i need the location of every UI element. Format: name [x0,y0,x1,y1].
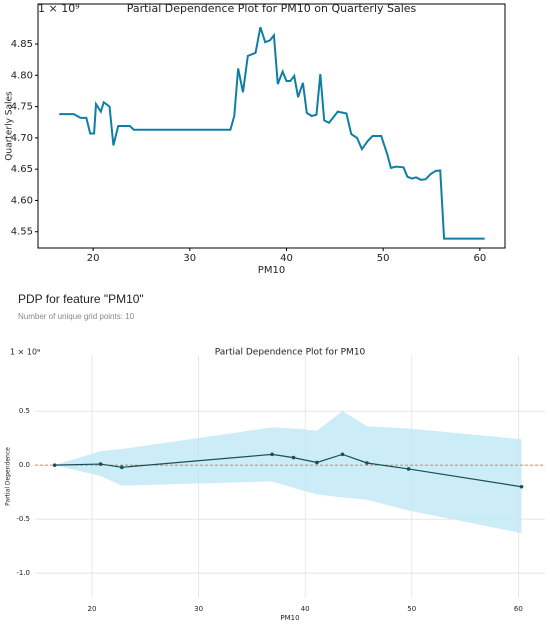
y-tick-label: 4.85 [11,39,33,50]
axis-offset: 1 × 10⁹ [10,348,40,357]
x-tick-label: 50 [377,253,390,264]
data-point [315,460,319,465]
plot-frame [37,3,506,249]
chart-title: Partial Dependence Plot for PM10 [215,348,366,358]
x-tick-label: 20 [87,253,100,264]
x-axis-label: PM10 [258,265,285,276]
axis-offset: 1 × 10⁹ [38,2,80,15]
x-tick-label: 30 [194,605,203,613]
x-tick-label: 50 [407,605,416,613]
x-tick-label: 60 [473,253,486,264]
x-tick-label: 30 [183,253,196,264]
x-tick-label: 40 [280,253,293,264]
x-axis-label: PM10 [280,614,299,622]
y-tick-label: 4.70 [11,133,33,144]
y-tick-label: -1.0 [16,569,30,577]
chart-title: Partial Dependence Plot for PM10 on Quar… [127,2,417,15]
y-tick-label: 0.5 [19,407,30,415]
x-tick-label: 60 [514,605,523,613]
y-tick-label: 4.55 [11,227,33,238]
y-tick-label: 0.0 [19,461,30,469]
pdp-header: PDP for feature "PM10" [18,292,144,306]
y-axis-label: Quarterly Sales [5,91,15,161]
data-point [340,452,345,457]
data-point [406,467,411,471]
y-tick-label: 4.60 [11,195,33,206]
data-point [52,463,57,467]
data-point [120,465,124,470]
x-tick-label: 40 [301,605,310,613]
y-tick-label: 4.65 [11,164,33,175]
confidence-band [54,411,522,534]
y-tick-label: 4.80 [11,70,33,81]
y-tick-label: 4.75 [11,102,33,113]
y-axis-label: Partial Dependence [5,447,12,506]
data-point [519,484,524,489]
pdp-subtitle: Number of unique grid points: 10 [18,312,135,321]
data-point [270,452,274,457]
data-line [54,453,522,488]
data-point [365,461,369,465]
y-tick-label: -0.5 [16,515,30,523]
data-line [59,26,485,240]
data-point [291,455,296,460]
x-tick-label: 20 [88,605,97,613]
data-point [98,462,103,466]
